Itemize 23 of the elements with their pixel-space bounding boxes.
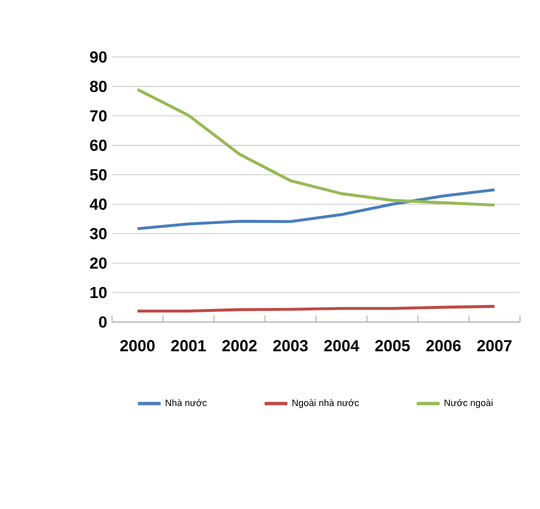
x-tick-label: 2003	[273, 340, 308, 352]
y-tick-label: 10	[90, 286, 107, 298]
y-tick-label: 60	[90, 140, 107, 151]
y-tick-label: 40	[90, 198, 107, 210]
line-series	[136, 188, 496, 230]
line-series	[136, 88, 496, 207]
y-tick-label: 80	[90, 80, 107, 92]
legend-label: Nhà nước	[166, 399, 207, 406]
y-tick-label: 0	[99, 316, 107, 328]
x-tick-label: 2001	[171, 340, 206, 352]
y-tick-label: 90	[90, 51, 107, 63]
x-tick-label: 2000	[120, 340, 155, 352]
y-tick-label: 30	[90, 228, 107, 240]
y-tick-label: 70	[90, 110, 107, 122]
y-tick-label: 50	[90, 169, 107, 180]
legend-label: Nước ngoài	[444, 399, 492, 408]
x-tick-label: 2002	[222, 340, 257, 352]
x-tick-label: 2005	[375, 340, 410, 352]
y-tick-label: 20	[90, 257, 107, 269]
legend-label: Ngoài nhà nước	[292, 399, 359, 408]
x-tick-label: 2007	[477, 340, 512, 352]
x-tick-label: 2004	[324, 340, 360, 352]
x-tick-label: 2006	[426, 340, 461, 352]
